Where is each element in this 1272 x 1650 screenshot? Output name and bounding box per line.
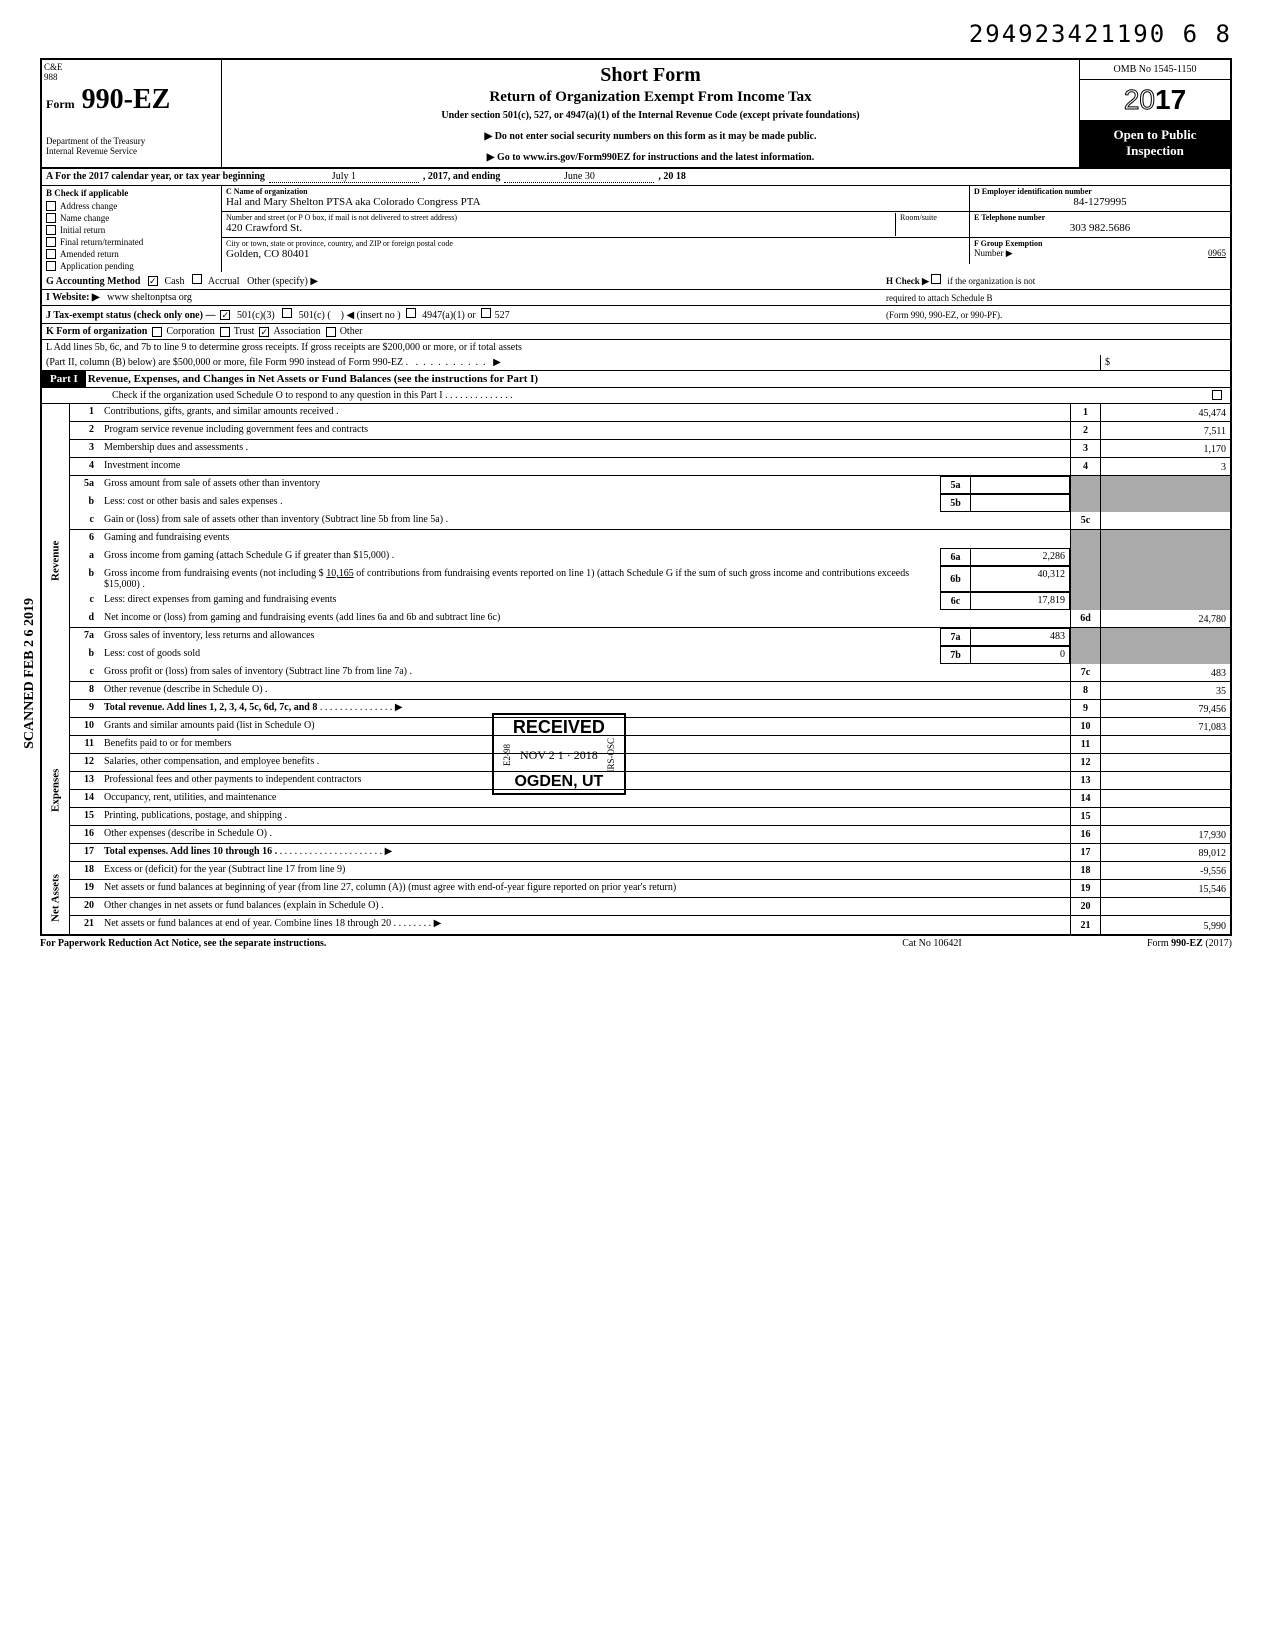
group-number: 0965 bbox=[1208, 248, 1226, 258]
check-applicable: B Check if applicable Address change Nam… bbox=[42, 186, 222, 272]
check-initial[interactable] bbox=[46, 225, 56, 235]
check-501c[interactable] bbox=[282, 308, 292, 318]
top-number: 294923421190 6 8 bbox=[40, 20, 1232, 48]
line7a-val: 483 bbox=[970, 628, 1070, 646]
line17-val: 89,012 bbox=[1100, 844, 1230, 861]
received-stamp: RECEIVED E2-98 NOV 2 1 · 2018 IRS-OSC OG… bbox=[492, 713, 626, 795]
address: 420 Crawford St. bbox=[226, 222, 895, 234]
accounting-row: G Accounting Method Cash Accrual Other (… bbox=[40, 272, 1232, 290]
check-amended[interactable] bbox=[46, 249, 56, 259]
phone: 303 982.5686 bbox=[974, 222, 1226, 234]
line21-val: 5,990 bbox=[1100, 916, 1230, 934]
line6b-val: 40,312 bbox=[970, 566, 1070, 592]
netassets-label: Net Assets bbox=[42, 862, 70, 934]
line6d-val: 24,780 bbox=[1100, 610, 1230, 627]
tax-year: 2017 bbox=[1080, 80, 1230, 121]
line10-val: 71,083 bbox=[1100, 718, 1230, 735]
check-pending[interactable] bbox=[46, 261, 56, 271]
expenses-label: Expenses bbox=[42, 718, 70, 862]
form-header: C&E988 Form 990-EZ Department of the Tre… bbox=[40, 58, 1232, 169]
header-center: Short Form Return of Organization Exempt… bbox=[222, 60, 1080, 167]
expenses-section: Expenses 10Grants and similar amounts pa… bbox=[40, 718, 1232, 862]
form-org-row: K Form of organization Corporation Trust… bbox=[40, 324, 1232, 340]
line-l: L Add lines 5b, 6c, and 7b to line 9 to … bbox=[40, 340, 1232, 355]
check-other-org[interactable] bbox=[326, 327, 336, 337]
line8-val: 35 bbox=[1100, 682, 1230, 699]
entity-info: B Check if applicable Address change Nam… bbox=[40, 186, 1232, 272]
check-trust[interactable] bbox=[220, 327, 230, 337]
part1-header: Part I Revenue, Expenses, and Changes in… bbox=[40, 371, 1232, 388]
revenue-label: Revenue bbox=[42, 404, 70, 718]
line3-val: 1,170 bbox=[1100, 440, 1230, 457]
omb-number: OMB No 1545-1150 bbox=[1080, 60, 1230, 80]
check-address[interactable] bbox=[46, 201, 56, 211]
ein: 84-1279995 bbox=[974, 196, 1226, 208]
website: www sheltonptsa org bbox=[107, 292, 192, 303]
check-schedule-b[interactable] bbox=[931, 274, 941, 284]
check-assoc[interactable] bbox=[259, 327, 269, 337]
check-name[interactable] bbox=[46, 213, 56, 223]
line9-val: 79,456 bbox=[1100, 700, 1230, 717]
revenue-section: Revenue 1Contributions, gifts, grants, a… bbox=[40, 404, 1232, 718]
header-right: OMB No 1545-1150 2017 Open to Public Ins… bbox=[1080, 60, 1230, 167]
open-public: Open to Public Inspection bbox=[1080, 121, 1230, 167]
line7b-val: 0 bbox=[970, 646, 1070, 664]
check-corp[interactable] bbox=[152, 327, 162, 337]
line7c-val: 483 bbox=[1100, 664, 1230, 681]
check-527[interactable] bbox=[481, 308, 491, 318]
check-schedule-o[interactable] bbox=[1212, 390, 1222, 400]
form-subtitle: Return of Organization Exempt From Incom… bbox=[230, 89, 1071, 106]
line2-val: 7,511 bbox=[1100, 422, 1230, 439]
netassets-section: Net Assets 18Excess or (deficit) for the… bbox=[40, 862, 1232, 936]
line16-val: 17,930 bbox=[1100, 826, 1230, 843]
check-501c3[interactable] bbox=[220, 310, 230, 320]
header-left: C&E988 Form 990-EZ Department of the Tre… bbox=[42, 60, 222, 167]
form-title: Short Form bbox=[230, 64, 1071, 87]
tax-status-row: J Tax-exempt status (check only one) — 5… bbox=[40, 306, 1232, 324]
left-margin-stamp: SCANNED FEB 2 6 2019 bbox=[22, 598, 38, 749]
line6a-val: 2,286 bbox=[970, 548, 1070, 566]
line1-val: 45,474 bbox=[1100, 404, 1230, 421]
line19-val: 15,546 bbox=[1100, 880, 1230, 897]
org-name: Hal and Mary Shelton PTSA aka Colorado C… bbox=[226, 196, 965, 208]
check-cash[interactable] bbox=[148, 276, 158, 286]
website-row: I Website: ▶ www sheltonptsa org require… bbox=[40, 290, 1232, 306]
period-row: A For the 2017 calendar year, or tax yea… bbox=[40, 169, 1232, 186]
line18-val: -9,556 bbox=[1100, 862, 1230, 879]
check-4947[interactable] bbox=[406, 308, 416, 318]
line6c-val: 17,819 bbox=[970, 592, 1070, 610]
footer: For Paperwork Reduction Act Notice, see … bbox=[40, 936, 1232, 951]
line4-val: 3 bbox=[1100, 458, 1230, 475]
check-final[interactable] bbox=[46, 237, 56, 247]
check-accrual[interactable] bbox=[192, 274, 202, 284]
city-state-zip: Golden, CO 80401 bbox=[226, 248, 965, 260]
